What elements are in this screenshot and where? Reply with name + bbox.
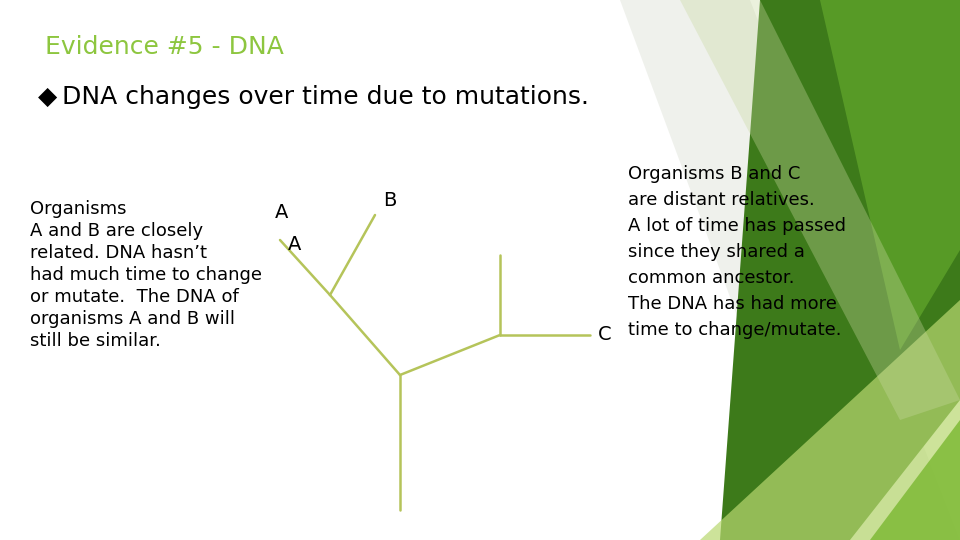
Polygon shape [720,0,960,540]
Text: ◆: ◆ [38,85,58,109]
Text: Organisms: Organisms [30,200,127,218]
Text: The DNA has had more: The DNA has had more [628,295,837,313]
Text: B: B [383,191,396,210]
Text: organisms A and B will: organisms A and B will [30,310,235,328]
Text: A: A [288,235,301,254]
Text: since they shared a: since they shared a [628,243,804,261]
Polygon shape [680,0,960,420]
Text: time to change/mutate.: time to change/mutate. [628,321,842,339]
Polygon shape [820,0,960,350]
Text: A and B are closely: A and B are closely [30,222,204,240]
Text: Evidence #5 - DNA: Evidence #5 - DNA [45,35,284,59]
Text: or mutate.  The DNA of: or mutate. The DNA of [30,288,239,306]
Text: DNA changes over time due to mutations.: DNA changes over time due to mutations. [62,85,589,109]
Polygon shape [700,300,960,540]
Text: related. DNA hasn’t: related. DNA hasn’t [30,244,207,262]
Text: common ancestor.: common ancestor. [628,269,795,287]
Text: Organisms B and C: Organisms B and C [628,165,801,183]
Text: C: C [598,326,612,345]
Text: are distant relatives.: are distant relatives. [628,191,815,209]
Text: A: A [275,203,288,222]
Text: had much time to change: had much time to change [30,266,262,284]
Polygon shape [870,420,960,540]
Text: A lot of time has passed: A lot of time has passed [628,217,846,235]
Polygon shape [620,0,960,540]
Text: still be similar.: still be similar. [30,332,161,350]
